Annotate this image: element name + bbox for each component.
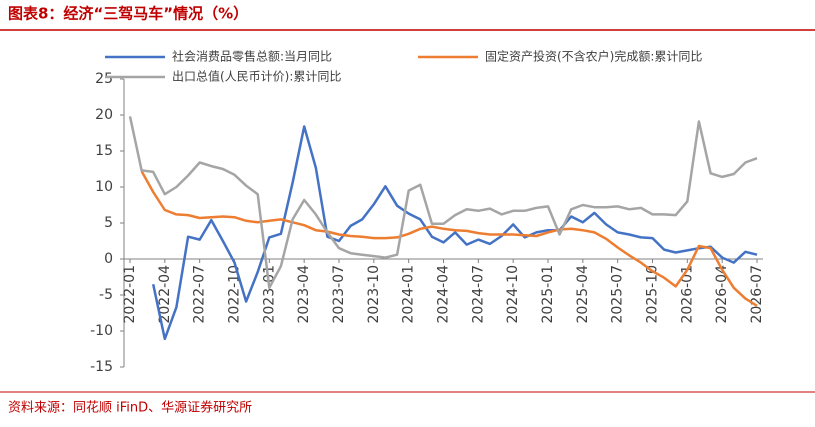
y-tick-label: 0 xyxy=(104,251,113,267)
y-tick-label: 10 xyxy=(95,179,113,195)
x-tick-label: 2025-07 xyxy=(610,265,626,324)
y-tick-label: 20 xyxy=(95,107,113,123)
x-tick-label: 2024-07 xyxy=(470,265,486,324)
x-tick-label: 2024-10 xyxy=(505,265,521,324)
x-tick-label: 2026-04 xyxy=(714,265,730,324)
x-tick-label: 2022-01 xyxy=(122,265,138,324)
source: 资料来源：同花顺 iFinD、华源证券研究所 xyxy=(8,400,252,416)
legend-label: 社会消费品零售总额:当月同比 xyxy=(172,49,332,64)
x-tick-label: 2024-04 xyxy=(436,265,452,324)
x-tick-label: 2022-07 xyxy=(192,265,208,324)
x-tick-label: 2022-10 xyxy=(227,265,243,324)
y-tick-label: 25 xyxy=(95,71,113,87)
y-tick-label: -5 xyxy=(99,287,113,303)
legend-label: 固定资产投资(不含农户)完成额:累计同比 xyxy=(485,49,702,64)
chart-title: 图表8：经济“三驾马车”情况（%） xyxy=(8,5,248,23)
x-tick-label: 2024-01 xyxy=(401,265,417,324)
x-tick-label: 2026-01 xyxy=(679,265,695,324)
series-line xyxy=(140,170,758,307)
y-tick-label: 15 xyxy=(95,143,113,159)
y-tick-label: -10 xyxy=(90,323,113,339)
x-tick-label: 2025-10 xyxy=(645,265,661,324)
x-tick-label: 2025-01 xyxy=(540,265,556,324)
series-line xyxy=(151,125,758,341)
x-tick-label: 2023-10 xyxy=(366,265,382,324)
y-tick-label: 5 xyxy=(104,215,113,231)
y-tick-label: -15 xyxy=(90,359,113,375)
x-tick-label: 2026-07 xyxy=(749,265,765,324)
series-line xyxy=(128,116,758,290)
x-tick-label: 2022-04 xyxy=(157,265,173,324)
x-tick-label: 2023-04 xyxy=(296,265,312,324)
x-tick-label: 2023-07 xyxy=(331,265,347,324)
x-tick-label: 2023-01 xyxy=(261,265,277,324)
x-tick-label: 2025-04 xyxy=(575,265,591,324)
legend-label: 出口总值(人民币计价):累计同比 xyxy=(172,69,341,84)
